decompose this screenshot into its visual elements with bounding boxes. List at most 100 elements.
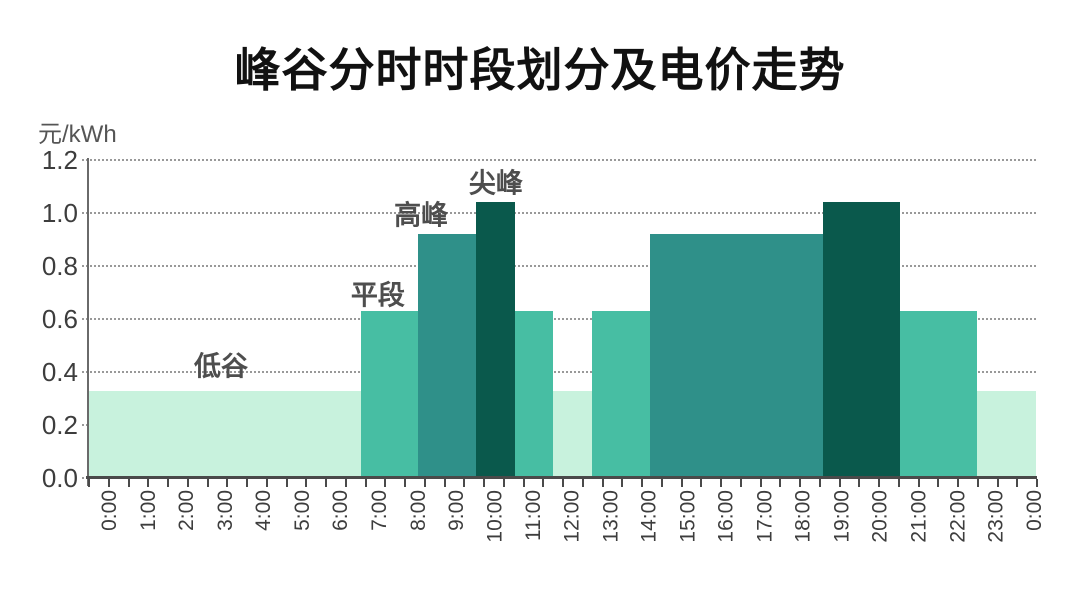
x-tick — [542, 479, 545, 487]
x-tick-label-18: 18:00 — [791, 490, 815, 543]
x-tick — [917, 479, 920, 487]
x-tick — [720, 479, 722, 487]
x-tick-label-16: 16:00 — [714, 490, 738, 543]
x-tick-label-3: 3:00 — [213, 490, 237, 531]
y-tick-label-0.4: 0.4 — [41, 357, 78, 387]
x-tick — [680, 479, 683, 487]
bar-segment-flat — [591, 311, 650, 478]
x-tick — [878, 479, 880, 487]
x-tick-label-8: 8:00 — [406, 490, 430, 531]
x-tick — [285, 479, 288, 487]
x-tick — [660, 479, 663, 487]
x-tick-label-6: 6:00 — [329, 490, 353, 531]
tier-label-平段: 平段 — [350, 280, 405, 310]
y-tick-label-0.0: 0.0 — [41, 463, 78, 493]
bar-segment-sharp-peak — [476, 202, 515, 478]
x-tick — [937, 479, 940, 487]
x-tick — [779, 479, 782, 487]
tier-label-低谷: 低谷 — [194, 351, 249, 382]
x-tick — [404, 479, 406, 487]
x-tick-label-13: 13:00 — [599, 490, 623, 543]
x-tick — [107, 479, 110, 487]
tier-label-高峰: 高峰 — [394, 200, 449, 231]
x-tick-label-11: 11:00 — [522, 490, 546, 541]
gridline-1.0 — [82, 212, 1036, 214]
x-tick — [522, 479, 525, 487]
gridline-0.8 — [82, 265, 1036, 267]
x-tick — [305, 479, 308, 487]
y-tick-label-0.2: 0.2 — [41, 410, 78, 440]
x-tick-label-4: 4:00 — [252, 490, 276, 531]
x-tick — [226, 479, 229, 487]
x-tick — [562, 479, 564, 487]
x-tick — [996, 479, 999, 487]
x-tick — [621, 479, 624, 487]
y-tick-label-0.8: 0.8 — [41, 251, 78, 281]
x-axis-line — [86, 476, 1037, 479]
x-tick-label-17: 17:00 — [753, 490, 777, 543]
x-tick-label-10: 10:00 — [483, 490, 507, 543]
x-tick — [700, 479, 703, 487]
tier-label-尖峰: 尖峰 — [468, 168, 523, 199]
bar-segment-peak — [649, 234, 824, 478]
x-tick — [364, 479, 367, 487]
x-tick — [186, 479, 189, 487]
x-tick — [957, 479, 959, 487]
x-tick-label-5: 5:00 — [290, 490, 314, 531]
x-tick — [581, 479, 584, 487]
gridline-1.2 — [82, 159, 1036, 161]
y-tick-label-1.2: 1.2 — [41, 145, 78, 175]
x-tick-label-0: 0:00 — [98, 490, 121, 531]
bar-segment-valley — [977, 390, 1036, 478]
y-tick-label-0.6: 0.6 — [41, 304, 78, 334]
x-tick-label-21: 21:00 — [907, 490, 931, 543]
chart-title: 峰谷分时时段划分及电价走势 — [234, 44, 846, 96]
x-tick — [384, 479, 387, 487]
gridline-0.4 — [82, 371, 1036, 373]
x-tick — [127, 479, 130, 487]
x-tick-label-15: 15:00 — [676, 490, 700, 543]
x-tick — [838, 479, 841, 487]
y-axis-unit-label: 元/kWh — [38, 121, 117, 148]
x-tick-label-24: 0:00 — [1023, 490, 1047, 531]
bar-segment-sharp-peak — [823, 202, 901, 478]
x-tick-label-7: 7:00 — [367, 490, 391, 531]
y-tick-label-1.0: 1.0 — [41, 198, 78, 228]
x-tick-label-20: 20:00 — [869, 490, 892, 543]
x-tick — [858, 479, 861, 487]
x-tick — [463, 479, 466, 487]
x-tick — [265, 479, 268, 487]
x-tick — [483, 479, 485, 487]
y-axis-line — [87, 158, 89, 486]
bar-segment-peak — [418, 234, 477, 478]
x-tick — [502, 479, 505, 487]
x-tick — [167, 479, 169, 487]
bar-segment-flat — [360, 311, 419, 478]
x-tick-label-19: 19:00 — [830, 490, 854, 543]
x-tick — [759, 479, 762, 487]
x-tick-label-2: 2:00 — [175, 490, 199, 531]
x-tick — [1016, 479, 1019, 487]
bar-segment-valley — [553, 390, 592, 478]
x-tick — [206, 479, 209, 487]
x-tick — [423, 479, 426, 487]
x-tick — [799, 479, 801, 487]
x-tick — [818, 479, 821, 487]
x-tick — [641, 479, 643, 487]
x-tick-label-9: 9:00 — [444, 490, 468, 531]
x-tick-label-12: 12:00 — [560, 490, 584, 543]
x-tick — [344, 479, 347, 487]
x-tick — [246, 479, 248, 487]
bar-segment-flat — [514, 311, 554, 478]
x-tick — [739, 479, 742, 487]
x-tick — [897, 479, 900, 487]
x-tick — [88, 479, 90, 487]
x-tick — [443, 479, 446, 487]
x-tick-label-14: 14:00 — [637, 490, 661, 543]
x-tick-label-23: 23:00 — [984, 490, 1008, 543]
x-tick — [147, 479, 150, 487]
bar-segment-valley — [88, 390, 361, 478]
x-tick-label-1: 1:00 — [136, 490, 160, 531]
x-tick — [601, 479, 604, 487]
